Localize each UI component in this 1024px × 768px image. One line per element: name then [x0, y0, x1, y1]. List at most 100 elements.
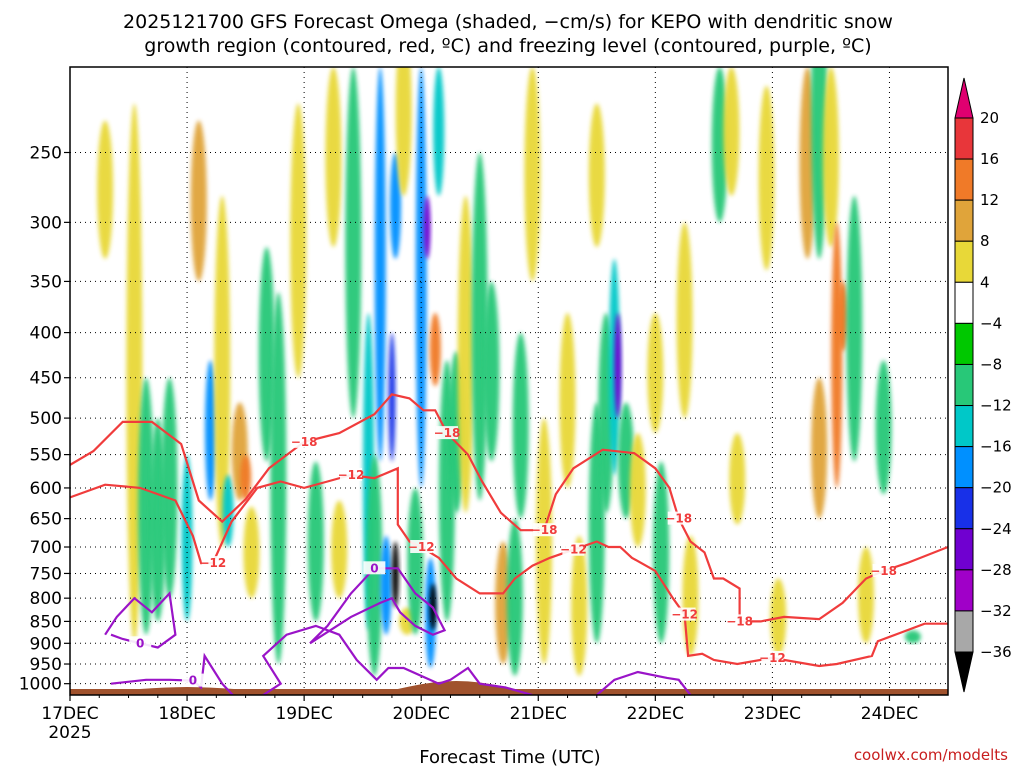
- x-tick-label: 24DEC: [861, 704, 918, 724]
- colorbar-label: −4: [980, 314, 1002, 332]
- omega-shading: [97, 67, 921, 676]
- x-tick-label: 21DEC: [510, 704, 567, 724]
- omega-cell: [325, 67, 342, 248]
- contour-label-bg: [562, 542, 585, 556]
- colorbar: 20 16 12 8 4 −4 −8 −12 −16 −20 −24 −28 −32 −36: [954, 77, 1012, 693]
- omega-cell: [471, 152, 488, 501]
- y-tick-label: 400: [30, 324, 62, 344]
- x-tick-label: 17DEC: [41, 704, 98, 724]
- colorbar-box: [954, 281, 974, 324]
- colorbar-label: 4: [980, 273, 990, 291]
- colorbar-box: [954, 528, 974, 571]
- y-tick-label: 800: [30, 589, 62, 609]
- contour-label-bg: [363, 561, 386, 575]
- freezing-contour: [110, 624, 533, 695]
- contour-label: −12: [671, 608, 698, 622]
- contour-label-bg: [181, 673, 204, 687]
- omega-cell: [388, 332, 396, 462]
- x-year-label: 2025: [48, 723, 91, 743]
- omega-cell: [307, 461, 324, 622]
- contour-label: −12: [199, 556, 226, 570]
- contour-label: −18: [434, 426, 461, 440]
- omega-cell: [506, 518, 523, 676]
- omega-cell: [711, 67, 728, 223]
- omega-cell: [571, 535, 588, 676]
- dgz-contour-12: [70, 466, 948, 668]
- contour-label: −12: [759, 651, 786, 665]
- omega-cell: [495, 541, 512, 665]
- contour-label: −18: [665, 512, 692, 526]
- omega-cell: [811, 377, 828, 519]
- contour-label: −12: [560, 543, 587, 557]
- contour-label: −18: [291, 435, 318, 449]
- omega-cell: [457, 195, 474, 513]
- contour-label-bg: [435, 426, 458, 440]
- omega-cell: [433, 67, 445, 196]
- contour-label: −12: [338, 468, 365, 482]
- omega-cell: [423, 195, 431, 259]
- omega-cell: [676, 222, 693, 419]
- omega-cell: [97, 120, 114, 259]
- contour-label-bg: [293, 434, 316, 448]
- colorbar-label: 12: [980, 191, 999, 209]
- omega-cell: [758, 85, 775, 271]
- colorbar-bottom-triangle: [954, 651, 974, 693]
- x-tick-label: 20DEC: [393, 704, 450, 724]
- y-tick-label: 300: [30, 213, 62, 233]
- y-tick-label: 900: [30, 634, 62, 654]
- omega-cell: [904, 630, 921, 644]
- omega-cell: [391, 541, 399, 608]
- omega-cell: [345, 67, 362, 419]
- omega-cell: [222, 474, 234, 548]
- omega-cell: [608, 258, 620, 475]
- omega-cell: [214, 195, 231, 548]
- colorbar-label: −28: [980, 561, 1012, 579]
- omega-cell: [822, 67, 839, 248]
- omega-cell: [138, 377, 155, 635]
- contour-label-bg: [201, 556, 224, 570]
- freezing-contour: [309, 567, 447, 645]
- omega-cell: [204, 360, 216, 501]
- y-tick-label: 250: [30, 143, 62, 163]
- y-tick-label: 450: [30, 369, 62, 389]
- colorbar-box: [954, 569, 974, 612]
- omega-cell: [588, 103, 605, 248]
- omega-cell: [858, 547, 875, 644]
- y-axis: 2503003504004505005506006507007508008509…: [19, 143, 70, 695]
- colorbar-box: [954, 199, 974, 242]
- x-tick-label: 18DEC: [158, 704, 215, 724]
- omega-cell: [647, 312, 664, 434]
- omega-cell: [846, 195, 863, 462]
- colorbar-label: −12: [980, 397, 1012, 415]
- x-axis-label: Forecast Time (UTC): [419, 747, 600, 768]
- colorbar-label: −8: [980, 355, 1002, 373]
- contour-label-bg: [667, 511, 690, 525]
- contour-label-bg: [410, 540, 433, 554]
- x-axis: 17DEC 18DEC 19DEC 20DEC 21DEC 22DEC 23DEC 24DEC: [41, 695, 920, 724]
- contour-label: −18: [870, 564, 897, 578]
- x-tick-label: 23DEC: [744, 704, 801, 724]
- omega-cell: [629, 433, 646, 548]
- colorbar-box: [954, 117, 974, 160]
- colorbar-label: −32: [980, 602, 1012, 620]
- y-tick-label: 700: [30, 538, 62, 558]
- y-tick-label: 600: [30, 479, 62, 499]
- y-tick-label: 500: [30, 409, 62, 429]
- colorbar-label: −16: [980, 438, 1012, 456]
- omega-cell: [331, 500, 348, 599]
- omega-cell: [682, 535, 699, 656]
- omega-cell: [243, 506, 260, 599]
- colorbar-box: [954, 240, 974, 283]
- omega-cell: [389, 152, 401, 259]
- omega-cell: [395, 67, 412, 196]
- colorbar-box: [954, 610, 974, 653]
- omega-cell: [270, 292, 287, 665]
- contour-label-bg: [872, 563, 895, 577]
- y-tick-label: 950: [30, 655, 62, 675]
- contour-label: −18: [726, 614, 753, 628]
- contour-label: 0: [189, 674, 197, 688]
- contour-label-bg: [673, 607, 696, 621]
- colorbar-box: [954, 405, 974, 448]
- contour-label-bg: [339, 467, 362, 481]
